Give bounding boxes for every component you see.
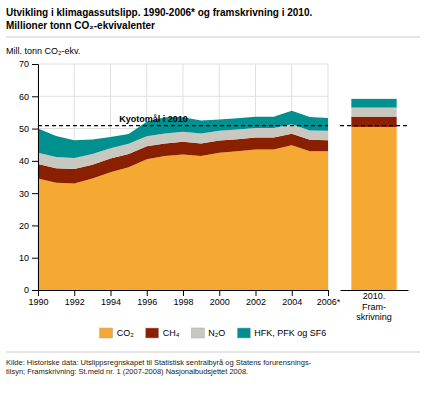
title: Utvikling i klimagassutslipp. 1990-2006*… [6, 7, 312, 18]
reference-line [38, 125, 328, 126]
legend-label: N₂O [208, 328, 225, 338]
legend-label: HFK, PFK og SF6 [254, 328, 326, 338]
y-tick-mark [32, 161, 38, 162]
projection-tick: 2010.Fram-skrivning [356, 291, 392, 322]
reference-line [340, 125, 408, 126]
legend-item: N₂O [191, 328, 225, 338]
chart-container: Utvikling i klimagassutslipp. 1990-2006*… [0, 0, 426, 420]
legend: CO₂ CH₄ N₂O HFK, PFK og SF6 [100, 328, 327, 338]
y-tick: 70 [19, 59, 38, 69]
y-tick: 10 [19, 253, 38, 263]
y-tick: 60 [19, 92, 38, 102]
y-tick-label: 10 [19, 253, 29, 263]
y-tick-mark [32, 96, 38, 97]
y-tick-label: 40 [19, 156, 29, 166]
y-tick-mark [32, 225, 38, 226]
legend-label: CO₂ [117, 328, 135, 338]
y-tick-label: 0 [24, 285, 29, 295]
legend-swatch [146, 328, 159, 338]
y-axis-line [32, 65, 39, 291]
x-tick: 1994 [101, 290, 121, 307]
x-tick: 2006* [317, 290, 341, 307]
legend-label: CH₄ [163, 328, 180, 338]
x-tick: 1992 [65, 290, 85, 307]
x-tick-label: 1990 [28, 297, 48, 307]
y-tick-label: 70 [19, 59, 29, 69]
legend-item: CO₂ [100, 328, 135, 338]
y-tick: 40 [19, 156, 38, 166]
legend-item: HFK, PFK og SF6 [237, 328, 326, 338]
x-tick-mark [147, 290, 148, 296]
x-tick: 1990 [28, 290, 48, 307]
x-tick-label: 2004 [282, 297, 302, 307]
y-tick-mark [32, 290, 38, 291]
projection-area [351, 99, 396, 290]
y-tick: 30 [19, 189, 38, 199]
y-tick-label: 60 [19, 92, 29, 102]
x-tick-mark [256, 290, 257, 296]
y-axis: 0 10 20 30 40 50 60 70 [19, 59, 39, 295]
source: Kilde: Historiske data: Utslippsregnskap… [6, 358, 312, 376]
projection-tick-label-line: 2010. [363, 291, 386, 301]
legend-swatch [237, 328, 250, 338]
projection-bar [351, 127, 396, 290]
y-tick-mark [32, 193, 38, 194]
legend-item: CH₄ [146, 328, 180, 338]
legend-swatch [191, 328, 204, 338]
y-tick: 20 [19, 221, 38, 231]
x-tick-label: 1994 [101, 297, 121, 307]
grid [38, 64, 328, 290]
x-tick-mark [183, 290, 184, 296]
projection-tick-label-line: skrivning [356, 312, 392, 322]
y-tick-mark [32, 258, 38, 259]
y-tick: 0 [24, 285, 38, 295]
x-tick-mark [111, 290, 112, 296]
x-tick-label: 1996 [137, 297, 157, 307]
annotations: Kyotomål i 2010 [38, 114, 408, 126]
x-tick-label: 1992 [65, 297, 85, 307]
x-tick-label: 2006* [317, 297, 341, 307]
projection-tick-label-line: Fram- [362, 302, 386, 312]
x-axis-line [39, 291, 329, 297]
y-tick: 50 [19, 124, 38, 134]
plot-area [38, 111, 328, 290]
x-tick-label: 2002 [246, 297, 266, 307]
x-tick-mark [328, 290, 329, 296]
y-tick-label: 20 [19, 221, 29, 231]
background [0, 0, 426, 420]
y-tick-label: 50 [19, 124, 29, 134]
x-tick-label: 2000 [210, 297, 230, 307]
x-tick: 2002 [246, 290, 266, 307]
y-tick-mark [32, 129, 38, 130]
projection-bar [351, 108, 396, 117]
projection-bar [351, 99, 396, 108]
area [38, 111, 328, 158]
x-tick: 1996 [137, 290, 157, 307]
title-rule [6, 37, 420, 38]
x-tick-mark [219, 290, 220, 296]
source-rule [6, 352, 420, 353]
source-line: Kilde: Historiske data: Utslippsregnskap… [6, 358, 312, 367]
x-axis: 1990 1992 1994 1996 1998 2000 2002 2004 2006* [28, 290, 340, 307]
x-tick: 1998 [173, 290, 193, 307]
chart-svg: Utvikling i klimagassutslipp. 1990-2006*… [0, 0, 426, 420]
projection-axis: 2010.Fram-skrivning [341, 291, 409, 323]
y-axis-label: Mill. tonn CO₂-ekv. [6, 46, 80, 56]
x-tick: 2004 [282, 290, 302, 307]
y-tick-mark [32, 64, 38, 65]
x-tick-label: 1998 [173, 297, 193, 307]
source-line: tilsyn; Framskrivning: St.meld nr. 1 (20… [6, 367, 248, 376]
subtitle: Millioner tonn CO₂-ekvivalenter [6, 20, 155, 31]
x-tick-mark [74, 290, 75, 296]
x-tick-mark [292, 290, 293, 296]
reference-line-label: Kyotomål i 2010 [119, 114, 188, 124]
x-tick: 2000 [210, 290, 230, 307]
projection-tick-label: 2010.Fram-skrivning [356, 291, 392, 322]
y-tick-label: 30 [19, 189, 29, 199]
legend-swatch [100, 328, 113, 338]
